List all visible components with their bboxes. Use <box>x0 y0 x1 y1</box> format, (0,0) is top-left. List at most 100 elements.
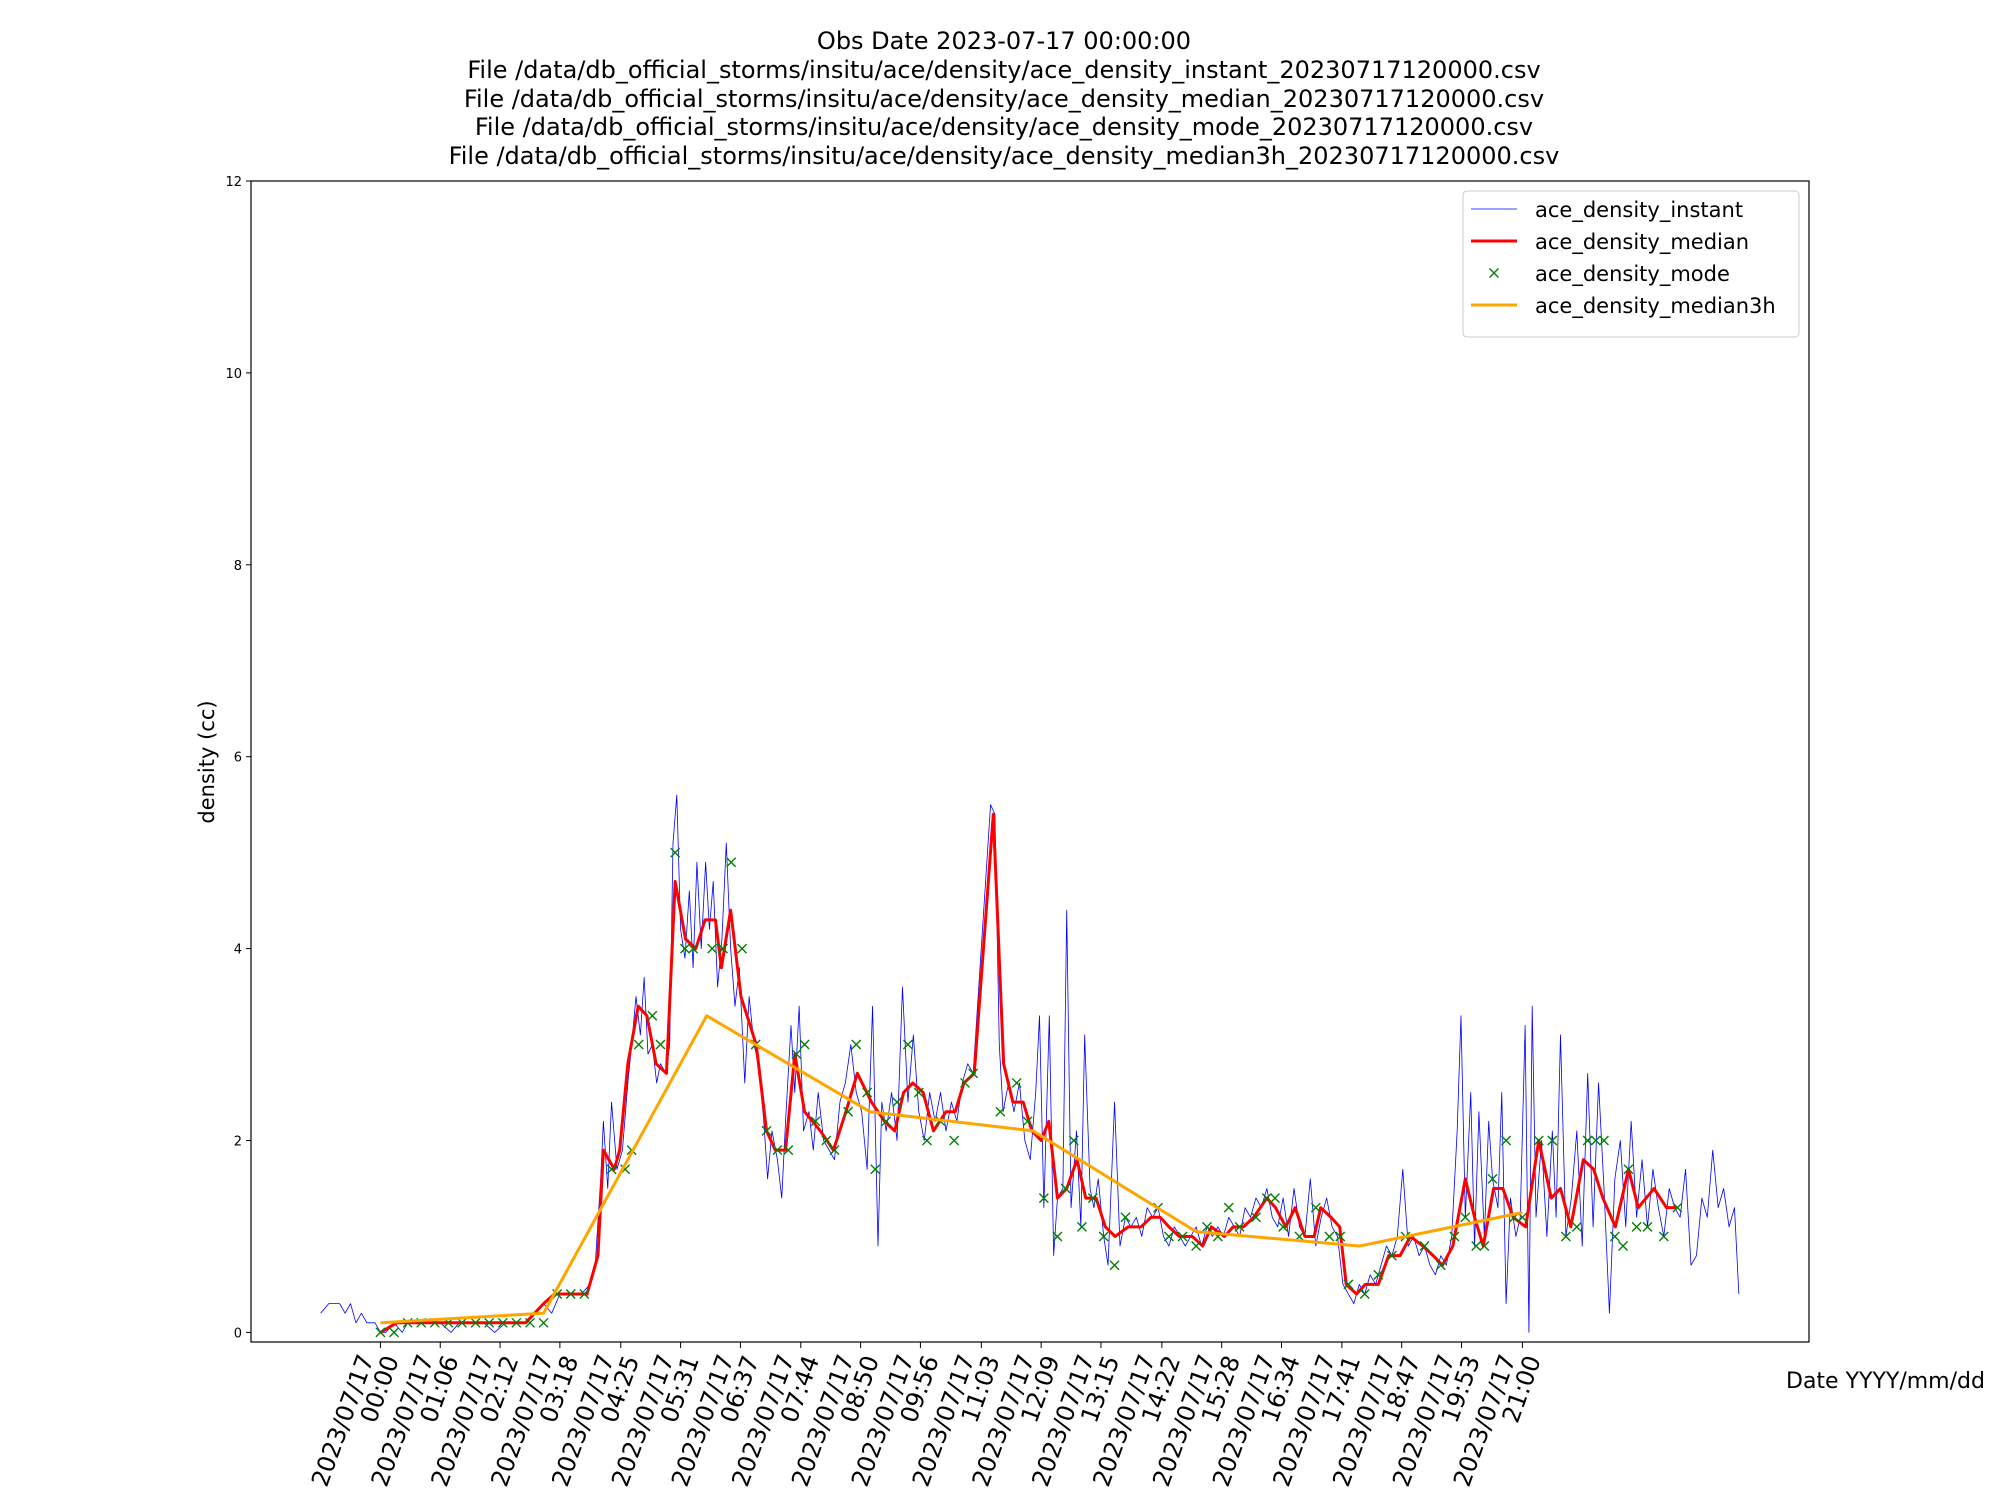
mode-marker <box>1560 1231 1571 1242</box>
mode-marker <box>606 1164 617 1175</box>
mode-marker <box>1120 1212 1131 1223</box>
mode-marker <box>761 1125 772 1136</box>
mode-marker <box>670 847 681 858</box>
mode-marker <box>511 1317 522 1328</box>
legend-label: ace_density_median <box>1535 230 1749 255</box>
mode-marker <box>1609 1231 1620 1242</box>
mode-marker <box>810 1116 821 1127</box>
mode-marker <box>538 1317 549 1328</box>
axes-frame <box>250 180 1810 1343</box>
series-line <box>320 794 1740 1333</box>
mode-marker <box>791 1049 802 1060</box>
mode-marker <box>1324 1231 1335 1242</box>
y-tick-label: 8 <box>234 559 242 574</box>
mode-marker <box>772 1145 783 1156</box>
mode-marker <box>799 1039 810 1050</box>
mode-marker <box>783 1145 794 1156</box>
mode-marker <box>470 1317 481 1328</box>
mode-marker <box>921 1135 932 1146</box>
mode-marker <box>1343 1279 1354 1290</box>
mode-marker <box>688 943 699 954</box>
mode-marker <box>913 1087 924 1098</box>
mode-marker <box>1471 1241 1482 1252</box>
mode-marker <box>870 1164 881 1175</box>
mode-marker <box>718 943 729 954</box>
mode-marker <box>1618 1241 1629 1252</box>
mode-marker <box>1359 1289 1370 1300</box>
mode-marker <box>1038 1193 1049 1204</box>
mode-marker <box>726 857 737 868</box>
y-tick-label: 10 <box>225 367 242 382</box>
mode-marker <box>1590 1135 1601 1146</box>
mode-marker <box>881 1116 892 1127</box>
mode-marker <box>1068 1135 1079 1146</box>
mode-marker <box>1269 1193 1280 1204</box>
mode-marker <box>968 1068 979 1079</box>
mode-marker <box>1109 1260 1120 1271</box>
mode-marker <box>579 1289 590 1300</box>
mode-marker <box>1250 1212 1261 1223</box>
title-block: Obs Date 2023-07-17 00:00:00 File /data/… <box>449 27 1560 170</box>
mode-marker <box>375 1327 386 1338</box>
mode-marker <box>457 1317 467 1328</box>
chart-title: File /data/db_official_storms/insitu/ace… <box>475 113 1533 141</box>
mode-marker <box>1076 1221 1087 1232</box>
mode-marker <box>843 1106 854 1117</box>
mode-marker <box>1658 1231 1669 1242</box>
mode-marker <box>1631 1221 1642 1232</box>
y-tick-label: 12 <box>225 175 242 190</box>
mode-marker <box>1234 1221 1245 1232</box>
mode-marker <box>862 1087 873 1098</box>
y-tick-label: 0 <box>234 1326 242 1341</box>
y-tick-label: 4 <box>234 943 242 958</box>
mode-marker <box>995 1106 1006 1117</box>
mode-marker <box>1098 1231 1109 1242</box>
mode-marker <box>1386 1250 1397 1261</box>
legend-label: ace_density_median3h <box>1535 294 1776 319</box>
mode-marker <box>1479 1241 1490 1252</box>
mode-marker <box>647 1010 658 1021</box>
mode-marker <box>1501 1135 1512 1146</box>
mode-marker <box>1022 1116 1033 1127</box>
mode-marker <box>829 1145 840 1156</box>
mode-marker <box>1177 1231 1188 1242</box>
mode-marker <box>1011 1077 1022 1088</box>
mode-marker <box>821 1135 832 1146</box>
chart-title: Obs Date 2023-07-17 00:00:00 <box>817 27 1191 55</box>
mode-marker <box>1191 1241 1202 1252</box>
mode-marker <box>633 1039 644 1050</box>
mode-marker <box>1373 1269 1384 1280</box>
mode-marker <box>1487 1173 1498 1184</box>
mode-marker <box>949 1135 960 1146</box>
mode-marker <box>1460 1212 1471 1223</box>
chart-title: File /data/db_official_storms/insitu/ace… <box>449 142 1560 170</box>
legend-label: ace_density_mode <box>1535 262 1730 287</box>
mode-marker <box>1547 1135 1558 1146</box>
chart-title: File /data/db_official_storms/insitu/ace… <box>464 85 1544 113</box>
mode-marker <box>1278 1221 1289 1232</box>
mode-marker <box>1533 1135 1544 1146</box>
chart-title: File /data/db_official_storms/insitu/ace… <box>467 56 1540 84</box>
mode-marker <box>1571 1221 1582 1232</box>
mode-marker <box>737 943 748 954</box>
series-line <box>380 1014 1523 1325</box>
mode-marker <box>1310 1202 1321 1213</box>
mode-marker <box>707 943 718 954</box>
mode-marker <box>1202 1221 1213 1232</box>
y-tick-label: 6 <box>234 751 242 766</box>
mode-marker <box>679 943 690 954</box>
mode-marker <box>892 1097 903 1108</box>
legend-label: ace_density_instant <box>1535 198 1743 223</box>
mode-marker <box>497 1317 508 1328</box>
x-axis-label: Date YYYY/mm/dd <box>1786 1369 1985 1394</box>
mode-marker <box>1623 1164 1634 1175</box>
y-axis-label: density (cc) <box>195 700 219 823</box>
mode-marker <box>484 1317 495 1328</box>
mode-marker <box>1087 1193 1098 1204</box>
mode-marker <box>655 1039 666 1050</box>
mode-marker <box>1419 1241 1430 1252</box>
mode-marker <box>565 1289 576 1300</box>
mode-marker <box>851 1039 862 1050</box>
